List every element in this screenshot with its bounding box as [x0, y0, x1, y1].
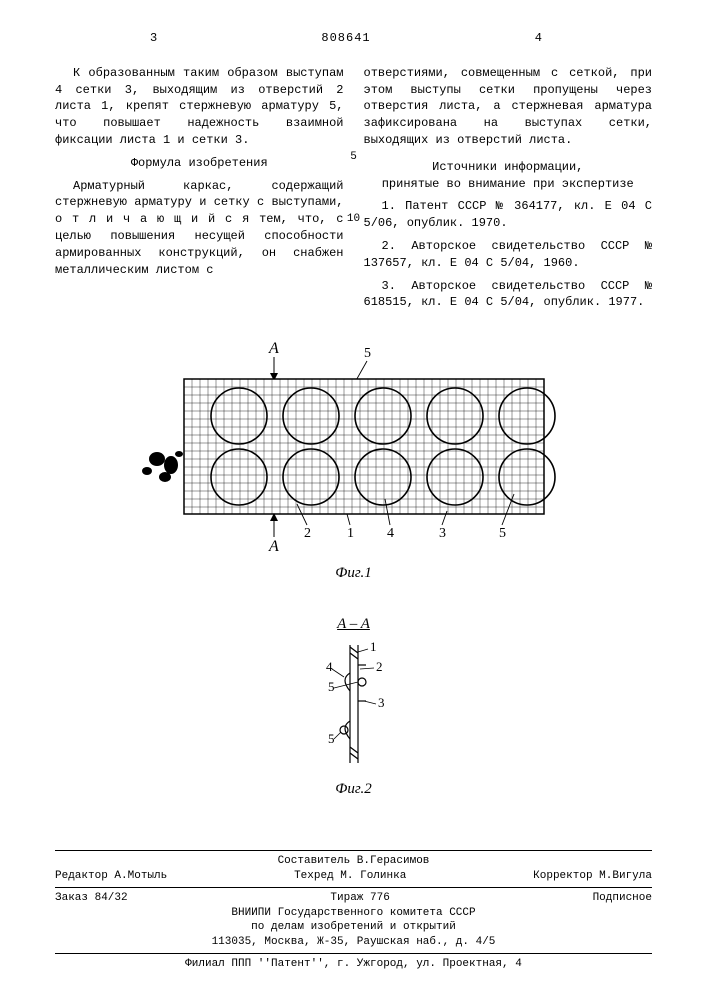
fig2-label-1: 1 — [370, 639, 377, 654]
source-3: 3. Авторское свидетельство СССР № 618515… — [364, 278, 653, 312]
fig1-ink-blots — [142, 451, 183, 482]
fig1-marker-A-bottom: A — [268, 538, 279, 555]
fig1-caption: Фиг.1 — [335, 563, 371, 584]
imprint-compiler: Составитель В.Герасимов — [55, 854, 652, 869]
page-header: 3 808641 4 — [55, 30, 652, 47]
fig2-label-3: 3 — [378, 695, 385, 710]
imprint-tirazh: Тираж 776 — [330, 891, 389, 906]
fig1-label-5a: 5 — [364, 346, 371, 361]
source-2: 2. Авторское свидетельство СССР № 137657… — [364, 238, 653, 272]
fig1-label-5b: 5 — [499, 526, 506, 541]
source-1: 1. Патент СССР № 364177, кл. E 04 C 5/06… — [364, 198, 653, 232]
imprint-org2: по делам изобретений и открытий — [55, 920, 652, 935]
fig2-caption: Фиг.2 — [335, 779, 371, 800]
left-column: К образованным таким образом выступам 4 … — [55, 65, 344, 317]
figure-1: A 5 — [129, 339, 579, 559]
line-marker-10: 10 — [347, 212, 360, 227]
figures-area: A 5 — [55, 339, 652, 800]
right-column: отверстиями, совмещенным с сеткой, при э… — [364, 65, 653, 317]
formula-title: Формула изобретения — [55, 155, 344, 172]
fig2-label-5a: 5 — [328, 679, 335, 694]
imprint-filial: Филиал ППП ''Патент'', г. Ужгород, ул. П… — [55, 957, 652, 972]
imprint-addr: 113035, Москва, Ж-35, Раушская наб., д. … — [55, 935, 652, 950]
line-marker-5: 5 — [350, 150, 357, 165]
imprint-block: Составитель В.Герасимов Редактор А.Мотыл… — [55, 847, 652, 972]
right-para-1: отверстиями, совмещенным с сеткой, при э… — [364, 65, 653, 149]
fig1-label-3: 3 — [439, 526, 446, 541]
sources-title: Источники информации, принятые во вниман… — [364, 159, 653, 193]
imprint-corrector: Корректор М.Вигула — [533, 869, 652, 884]
imprint-techred: Техред М. Голинка — [294, 869, 406, 884]
imprint-podpisnoe: Подписное — [593, 891, 652, 906]
patent-number: 808641 — [321, 30, 370, 47]
fig1-label-2: 2 — [304, 526, 311, 541]
fig2-label-2: 2 — [376, 659, 383, 674]
fig1-label-1: 1 — [347, 526, 354, 541]
imprint-order: Заказ 84/32 — [55, 891, 128, 906]
figure-2: 1 2 4 5 3 5 — [284, 635, 424, 775]
fig2-section-label: A – A — [337, 614, 370, 635]
fig1-marker-A-top: A — [268, 340, 279, 357]
imprint-org1: ВНИИПИ Государственного комитета СССР — [55, 906, 652, 921]
imprint-editor: Редактор А.Мотыль — [55, 869, 167, 884]
fig2-label-5b: 5 — [328, 731, 335, 746]
fig1-label-4: 4 — [387, 526, 394, 541]
col-number-left: 3 — [150, 30, 157, 47]
fig2-label-4: 4 — [326, 659, 333, 674]
col-number-right: 4 — [535, 30, 542, 47]
text-columns: К образованным таким образом выступам 4 … — [55, 65, 652, 317]
left-para-1: К образованным таким образом выступам 4 … — [55, 65, 344, 149]
left-para-2: Арматурный каркас, содержащий стержневую… — [55, 178, 344, 279]
